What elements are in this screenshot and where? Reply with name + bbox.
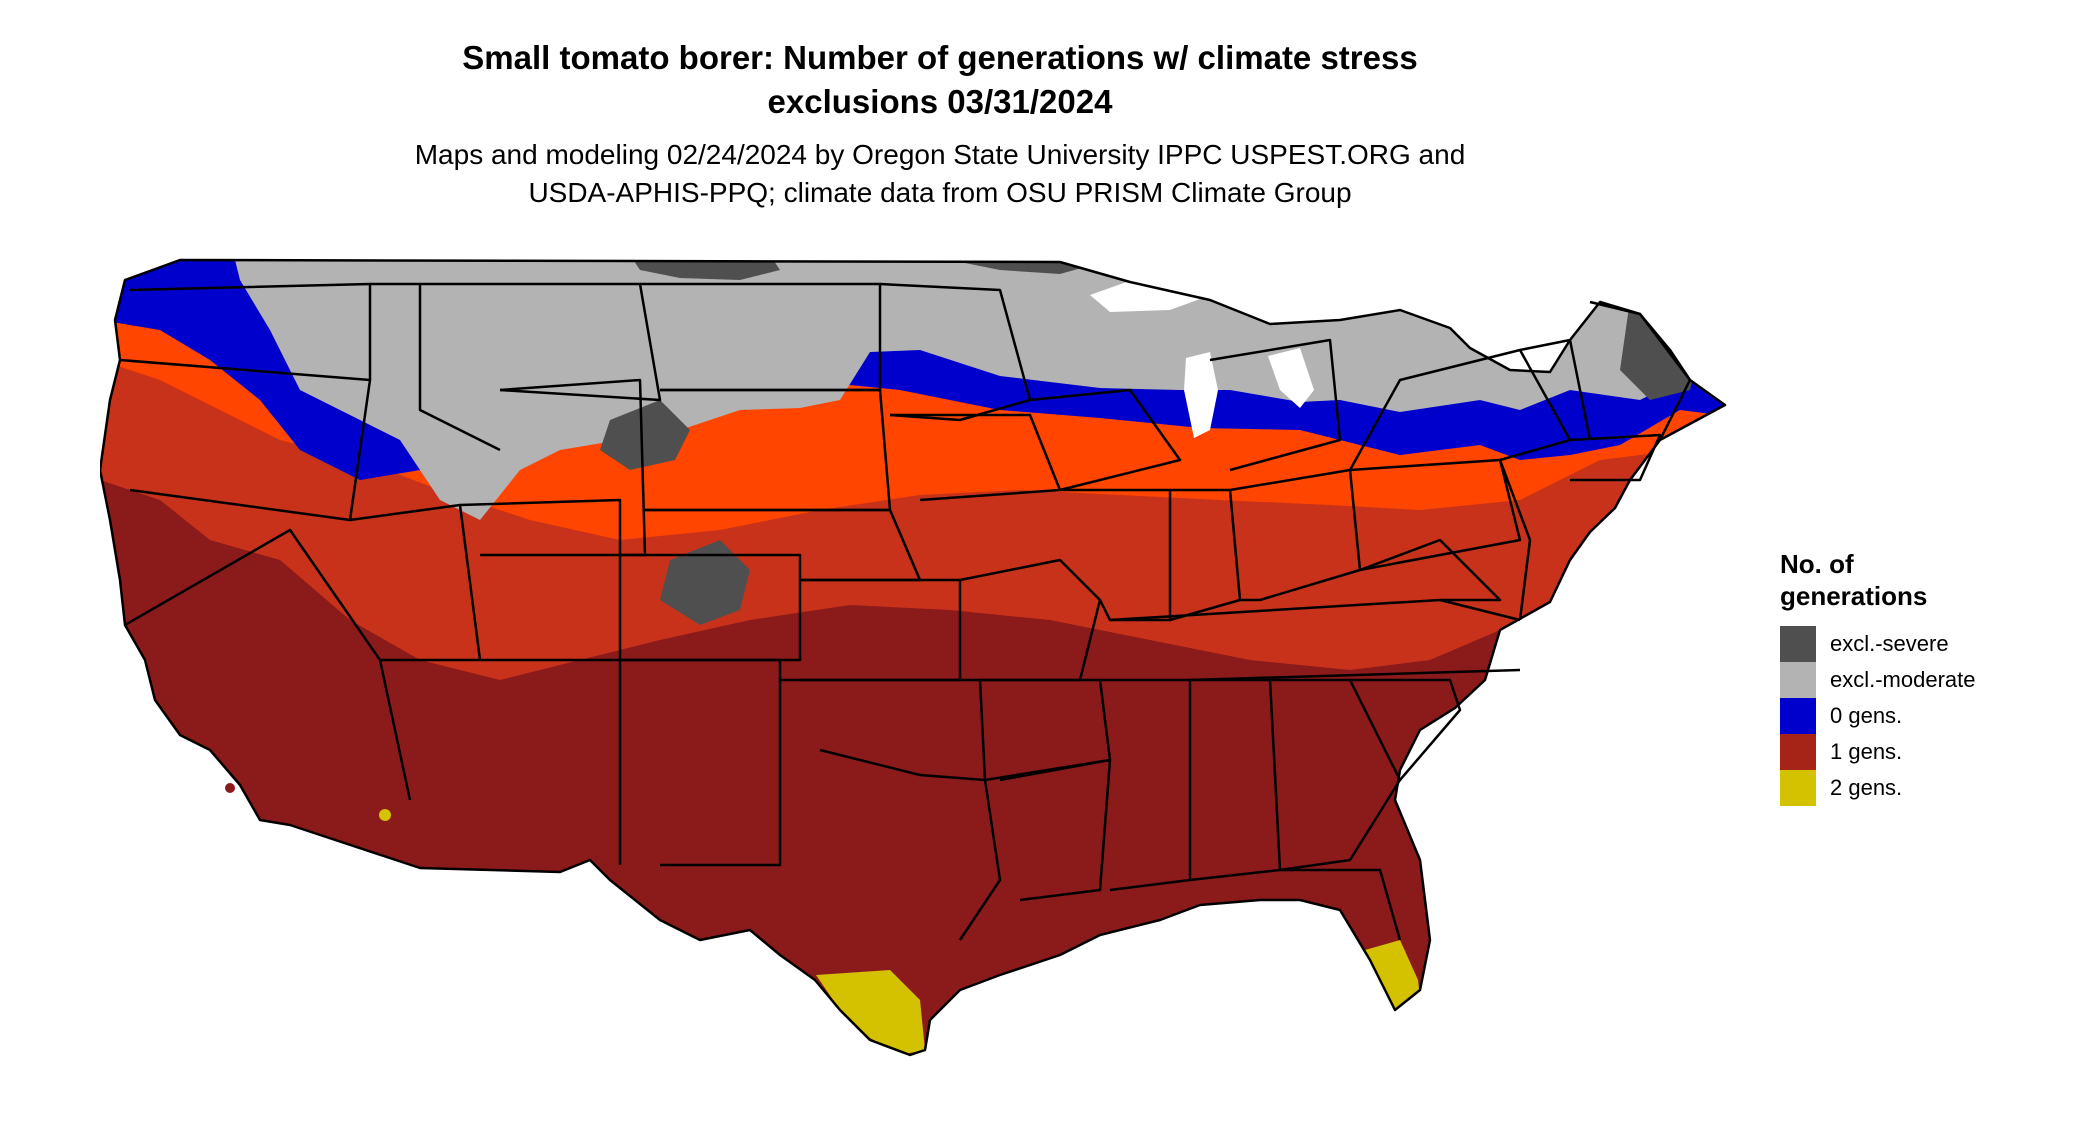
legend-label: excl.-severe xyxy=(1830,631,1949,656)
zone-excl-severe-north xyxy=(620,260,780,280)
legend-title-line2: generations xyxy=(1780,581,1928,611)
legend-swatch xyxy=(1780,770,1816,806)
channel-island xyxy=(256,804,264,812)
map-title-line2: exclusions 03/31/2024 xyxy=(767,83,1113,120)
legend-item: excl.-moderate xyxy=(1780,662,2080,698)
legend: No. of generations excl.-severe excl.-mod… xyxy=(1780,548,2080,806)
border-ut xyxy=(459,498,622,660)
border-mt xyxy=(420,282,662,402)
us-map xyxy=(98,240,1760,1120)
map-subtitle-line2: USDA-APHIS-PPQ; climate data from OSU PR… xyxy=(528,177,1352,208)
us-map-svg xyxy=(98,258,1727,1057)
legend-label: excl.-moderate xyxy=(1830,667,1976,692)
legend-items: excl.-severe excl.-moderate 0 gens. 1 gens.… xyxy=(1780,626,2080,806)
legend-label: 1 gens. xyxy=(1830,739,1903,764)
legend-title-line1: No. of xyxy=(1780,549,1854,579)
border-nj-de-md xyxy=(1498,459,1532,621)
legend-label: 0 gens. xyxy=(1830,703,1903,728)
legend-item: 0 gens. xyxy=(1780,698,2080,734)
legend-item: 2 gens. xyxy=(1780,770,2080,806)
border-sc xyxy=(1350,678,1462,781)
zone-excl-severe-colorado xyxy=(660,540,750,625)
border-ia xyxy=(890,413,1062,502)
lake-huron xyxy=(1268,348,1314,408)
border-me xyxy=(1589,300,1692,441)
border-nm xyxy=(620,658,782,867)
border-id xyxy=(370,282,501,452)
legend-label: 2 gens. xyxy=(1830,775,1903,800)
border-ca-nv xyxy=(124,528,412,801)
legend-item: 1 gens. xyxy=(1780,734,2080,770)
zone-two-gens-socal xyxy=(379,809,391,821)
border-pa xyxy=(1349,458,1522,572)
zone-excl-severe-wyoming xyxy=(600,400,690,470)
border-wv xyxy=(1359,538,1502,602)
border-wi xyxy=(1029,388,1182,492)
zone-two-gens-texas xyxy=(816,970,925,1055)
zone-excl-severe-dakota xyxy=(920,260,1110,274)
legend-item: excl.-severe xyxy=(1780,626,2080,662)
legend-swatch xyxy=(1780,662,1816,698)
border-in xyxy=(1169,488,1242,622)
lake-michigan xyxy=(1184,352,1218,438)
border-wy xyxy=(480,378,647,557)
border-tx-la xyxy=(958,779,1002,941)
legend-swatch xyxy=(1780,734,1816,770)
border-tn-nc xyxy=(1189,668,1521,682)
border-vt-nh xyxy=(1519,338,1592,441)
legend-swatch xyxy=(1780,626,1816,662)
border-or xyxy=(119,358,372,522)
border-ma-ct xyxy=(1569,433,1662,482)
border-mi xyxy=(1209,338,1342,472)
border-ms xyxy=(1100,678,1192,892)
channel-island xyxy=(225,783,235,793)
border-la xyxy=(999,758,1112,902)
legend-swatch xyxy=(1780,698,1816,734)
state-borders xyxy=(98,258,1727,1057)
map-subtitle-line1: Maps and modeling 02/24/2024 by Oregon S… xyxy=(414,139,1466,170)
map-title-line1: Small tomato borer: Number of generation… xyxy=(462,39,1418,76)
border-ar xyxy=(980,678,1112,782)
border-fl xyxy=(1280,868,1402,941)
